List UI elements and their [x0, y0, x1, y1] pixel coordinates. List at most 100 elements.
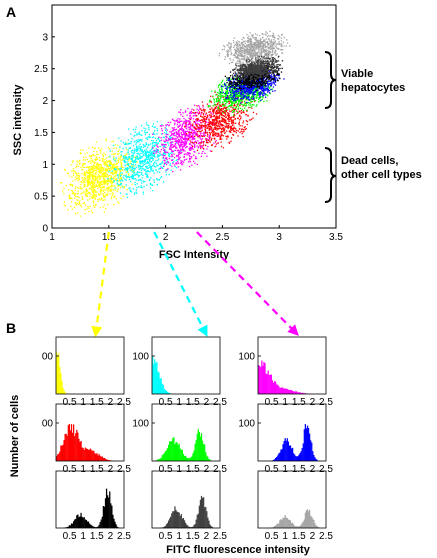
hist-x-tick-label: 1.5 — [186, 464, 200, 475]
hist-x-tick-label: 1 — [80, 464, 86, 475]
x-tick-label: 2.5 — [215, 232, 229, 243]
gate-annotations: Viable hepatocytes Dead cells, other cel… — [324, 51, 422, 203]
hist-x-tick-label: 2 — [108, 464, 114, 475]
hist-y-tick-label: 100 — [238, 419, 255, 430]
histogram-3: 00 0.5 1 1.5 2 2.5 — [42, 403, 131, 475]
viable-label-line2: hepatocytes — [341, 82, 405, 94]
gate-arrow-1 — [153, 231, 208, 337]
hist-x-tick-label: 2 — [108, 531, 114, 542]
hist-x-tick-label: 1.5 — [186, 397, 200, 408]
y-tick-label: 2.5 — [34, 64, 48, 75]
histogram-1-bars — [152, 356, 173, 394]
histogram-6-frame — [55, 470, 125, 529]
histogram-6: 0.5 1 1.5 2 2.5 — [55, 470, 131, 542]
hist-x-tick-label: 1 — [176, 531, 182, 542]
histogram-8: 0.5 1 1.5 2 2.5 — [257, 470, 333, 542]
hist-x-tick-label: 0.5 — [159, 397, 173, 408]
hist-x-tick-label: 1.5 — [292, 531, 306, 542]
hist-x-tick-label: 1 — [176, 464, 182, 475]
hist-x-tick-label: 1 — [176, 397, 182, 408]
hist-x-tick-label: 1 — [80, 531, 86, 542]
histogram-2: 100 0.5 1 1.5 2 2.5 — [238, 336, 333, 408]
hist-y-tick-label: 00 — [42, 352, 54, 363]
hist-x-tick-label: 2 — [108, 397, 114, 408]
viable-brace — [324, 51, 337, 109]
scatter-frame — [51, 4, 337, 229]
y-tick-label: 0.5 — [34, 192, 48, 203]
hist-x-tick-label: 1.5 — [90, 531, 104, 542]
hist-x-tick-label: 0.5 — [265, 464, 279, 475]
hist-x-tick-label: 1.5 — [90, 397, 104, 408]
hist-y-tick-label: 100 — [238, 352, 255, 363]
hist-x-tick-label: 2.5 — [319, 464, 333, 475]
gate-arrow-0 — [91, 231, 110, 338]
dead-cells-label-line2: other cell types — [341, 169, 422, 181]
histogram-4-frame — [151, 403, 221, 462]
hist-x-tick-label: 2 — [204, 397, 210, 408]
hist-x-tick-label: 0.5 — [63, 531, 77, 542]
histogram-1-frame — [151, 336, 221, 395]
scatter-y-ticks: 0 0.5 1 1.5 2 2.5 3 — [34, 32, 55, 235]
hist-x-tick-label: 1.5 — [186, 531, 200, 542]
gate-histogram-arrows — [91, 231, 299, 338]
histogram-7: 0.5 1 1.5 2 2.5 — [151, 470, 227, 542]
hist-x-tick-label: 0.5 — [159, 531, 173, 542]
y-tick-label: 3 — [42, 32, 48, 43]
x-tick-label: 1 — [49, 232, 55, 243]
y-tick-label: 1 — [42, 160, 48, 171]
scatter-plot: 1 1.5 2 2.5 3 3.5 0 0.5 1 1.5 2 2.5 3 FSC Intensity… — [12, 4, 343, 261]
histogram-5: 100 0.5 1 1.5 2 2.5 — [238, 403, 333, 475]
hist-x-tick-label: 0.5 — [265, 397, 279, 408]
hist-x-tick-label: 2.5 — [117, 531, 131, 542]
histogram-0: 00 0.5 1 1.5 2 2.5 — [42, 336, 131, 408]
panel-a-label: A — [6, 4, 16, 20]
hist-x-tick-label: 1.5 — [292, 464, 306, 475]
gate-0-points — [60, 138, 138, 217]
hist-x-tick-label: 1.5 — [292, 397, 306, 408]
hist-x-tick-label: 1 — [282, 397, 288, 408]
scatter-x-axis-title: FSC Intensity — [159, 249, 230, 261]
hist-x-tick-label: 2 — [204, 464, 210, 475]
histogram-3-bars — [56, 423, 114, 461]
x-tick-label: 3.5 — [329, 232, 343, 243]
histogram-2-bars — [258, 360, 311, 394]
histogram-y-axis-title: Number of cells — [9, 395, 21, 478]
hist-y-tick-label: 00 — [42, 419, 54, 430]
dead-cells-brace — [324, 147, 337, 203]
histogram-0-frame — [55, 336, 125, 395]
histogram-8-bars — [269, 509, 320, 528]
hist-x-tick-label: 2.5 — [117, 397, 131, 408]
gate-arrow-2 — [196, 231, 299, 336]
hist-x-tick-label: 2.5 — [117, 464, 131, 475]
x-tick-label: 2 — [163, 232, 169, 243]
hist-x-tick-label: 2.5 — [213, 464, 227, 475]
y-tick-label: 0 — [42, 224, 48, 235]
hist-x-tick-label: 2.5 — [319, 397, 333, 408]
histogram-3-frame — [55, 403, 125, 462]
hist-x-tick-label: 0.5 — [265, 531, 279, 542]
hist-x-tick-label: 2.5 — [213, 397, 227, 408]
scatter-y-axis-title: SSC intensity — [12, 84, 24, 156]
gate-8-points — [218, 30, 291, 65]
histogram-7-frame — [151, 470, 221, 529]
histogram-2-frame — [257, 336, 327, 395]
hist-x-tick-label: 1.5 — [90, 464, 104, 475]
hist-y-tick-label: 100 — [132, 419, 149, 430]
histogram-0-bars — [56, 351, 68, 394]
hist-x-tick-label: 1 — [282, 464, 288, 475]
x-tick-label: 3 — [276, 232, 282, 243]
histogram-4: 100 0.5 1 1.5 2 2.5 — [132, 403, 227, 475]
hist-x-tick-label: 0.5 — [63, 397, 77, 408]
hist-x-tick-label: 2 — [310, 531, 316, 542]
histogram-1: 100 0.5 1 1.5 2 2.5 — [132, 336, 227, 408]
hist-x-tick-label: 1 — [282, 531, 288, 542]
hist-x-tick-label: 2 — [310, 464, 316, 475]
scatter-points — [60, 30, 291, 217]
hist-x-tick-label: 2 — [204, 531, 210, 542]
hist-x-tick-label: 2.5 — [213, 531, 227, 542]
y-tick-label: 2 — [42, 96, 48, 107]
gate-1-points — [107, 121, 182, 198]
histogram-7-bars — [160, 495, 214, 528]
